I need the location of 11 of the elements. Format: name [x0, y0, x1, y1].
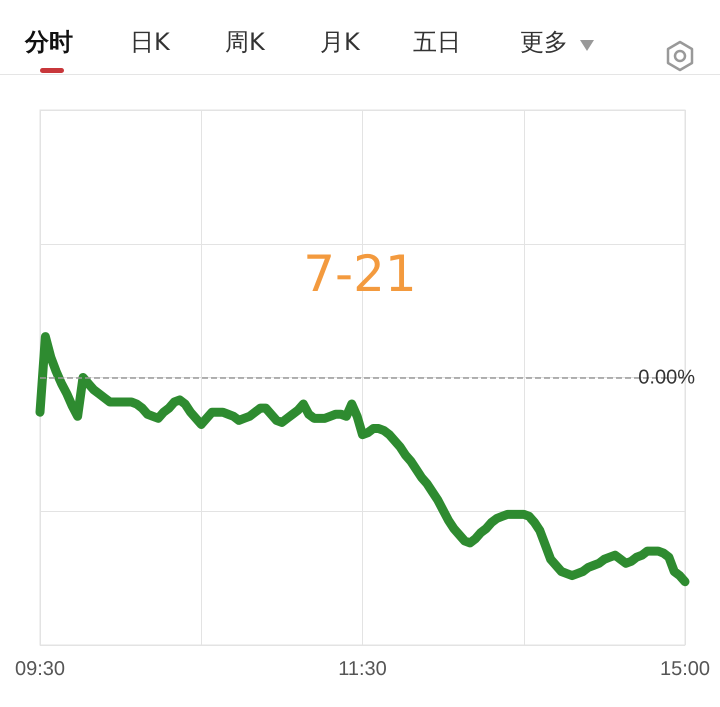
text: 日K [130, 27, 170, 58]
x-tick-label: 11:30 [338, 658, 387, 680]
text: 更多 [520, 27, 568, 58]
x-tick-label: 09:30 [14, 658, 66, 680]
text: 月K [320, 27, 360, 58]
text: 五日 [413, 27, 461, 58]
text: 7-21 [302, 245, 418, 303]
text: 周K [225, 27, 265, 58]
x-tick-label: 15:00 [660, 658, 710, 680]
ref-line-label: 0.00% [638, 366, 696, 388]
text: 分时 [25, 27, 73, 58]
